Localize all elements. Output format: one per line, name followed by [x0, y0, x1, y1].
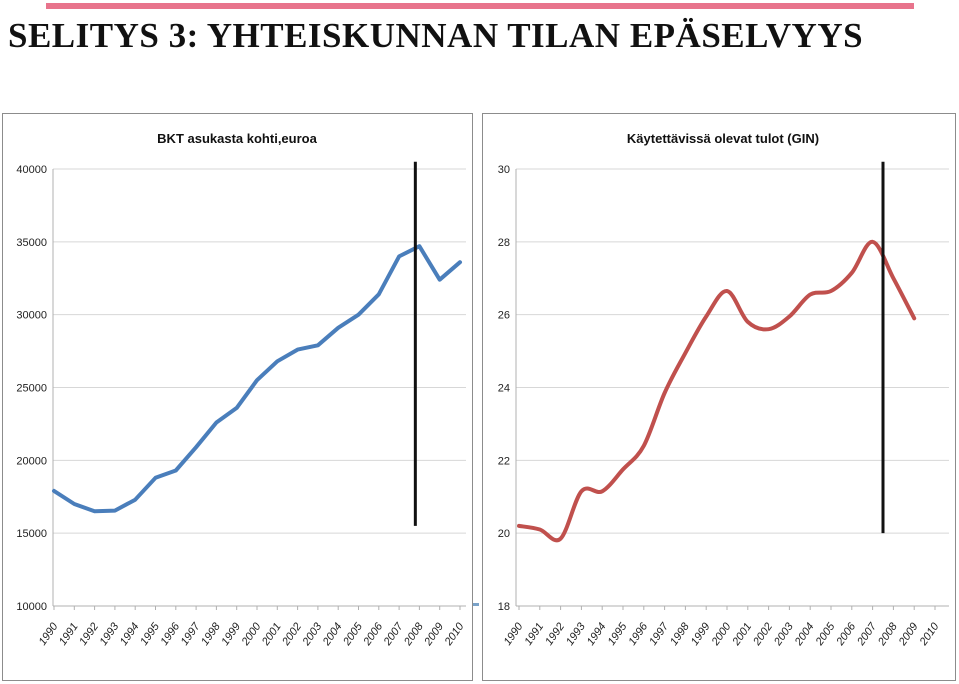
x-tick-label: 2008: [401, 620, 426, 648]
x-tick-label: 2007: [855, 620, 880, 648]
y-tick-label: 40000: [16, 164, 47, 176]
y-tick-label: 10000: [16, 601, 47, 613]
y-tick-label: 28: [498, 237, 510, 249]
slide-title: SELITYS 3: YHTEISKUNNAN TILAN EPÄSELVYYS: [8, 16, 864, 55]
x-tick-label: 2004: [792, 621, 816, 649]
gdp-chart-title: BKT asukasta kohti,euroa: [157, 131, 317, 146]
x-tick-label: 1997: [179, 620, 203, 648]
x-tick-label: 1999: [219, 621, 243, 648]
x-tick-label: 2009: [896, 621, 920, 649]
x-tick-label: 2001: [730, 621, 754, 649]
gdp-chart-panel: BKT asukasta kohti,euroa 10000 15000 20000 2…: [2, 113, 473, 681]
y-tick-label: 25000: [16, 383, 47, 395]
x-tick-label: 1998: [668, 620, 692, 648]
x-tick-label: 1994: [118, 621, 142, 648]
x-tick-label: 2001: [259, 621, 283, 649]
x-tick-label: 2000: [239, 620, 264, 648]
x-tick-label: 2006: [834, 620, 859, 648]
x-tick-label: 2003: [771, 620, 796, 648]
y-tick-label: 35000: [16, 237, 47, 249]
x-tick-label: 2004: [320, 621, 344, 649]
x-tick-label: 2010: [917, 620, 942, 648]
x-tick-label: 1996: [626, 620, 650, 648]
x-tick-label: 1995: [138, 620, 162, 648]
gini-line-chart: Käytettävissä olevat tulot (GIN) 18 20 22 24…: [498, 131, 949, 649]
y-tick-label: 20: [498, 528, 510, 540]
x-tick-label: 1990: [502, 620, 526, 648]
x-tick-label: 2006: [361, 620, 386, 648]
x-tick-label: 2010: [442, 620, 467, 648]
y-tick-label: 24: [498, 383, 510, 395]
x-tick-label: 1999: [689, 621, 713, 648]
gini-chart-panel: Käytettävissä olevat tulot (GIN) 18 20 22 24…: [482, 113, 956, 681]
x-tick-label: 1990: [37, 620, 61, 648]
series-line: [52, 244, 462, 514]
x-tick-label: 2003: [300, 620, 325, 648]
x-tick-label: 2000: [709, 620, 734, 648]
x-tick-label: 1993: [97, 620, 121, 648]
title-accent-bar: [46, 3, 914, 9]
y-tick-label: 22: [498, 455, 510, 467]
y-tick-label: 18: [498, 601, 510, 613]
y-tick-label: 30000: [16, 310, 47, 322]
x-tick-label: 1996: [158, 620, 182, 648]
x-tick-label: 1997: [647, 620, 671, 648]
x-tick-label: 1994: [585, 621, 609, 648]
x-tick-label: 2007: [381, 620, 406, 648]
x-tick-label: 2005: [813, 620, 838, 648]
x-tick-label: 2009: [422, 621, 446, 649]
x-tick-label: 1991: [522, 621, 546, 648]
y-tick-label: 30: [498, 164, 510, 176]
y-tick-label: 20000: [16, 455, 47, 467]
y-tick-label: 26: [498, 310, 510, 322]
x-tick-label: 2005: [341, 620, 366, 648]
gini-chart-title: Käytettävissä olevat tulot (GIN): [627, 131, 819, 146]
x-tick-label: 2008: [875, 620, 900, 648]
x-tick-label: 1991: [57, 621, 81, 648]
x-tick-label: 2002: [751, 621, 775, 649]
x-tick-label: 1995: [606, 620, 630, 648]
series-line: [517, 239, 917, 543]
gdp-line-chart: BKT asukasta kohti,euroa 10000 15000 20000 2…: [16, 131, 467, 649]
x-tick-label: 1992: [77, 621, 101, 648]
stray-mark: [473, 603, 479, 606]
x-tick-label: 1993: [564, 620, 588, 648]
x-tick-label: 2002: [280, 621, 304, 649]
y-tick-label: 15000: [16, 528, 47, 540]
x-tick-label: 1998: [199, 620, 223, 648]
x-tick-label: 1992: [543, 621, 567, 648]
